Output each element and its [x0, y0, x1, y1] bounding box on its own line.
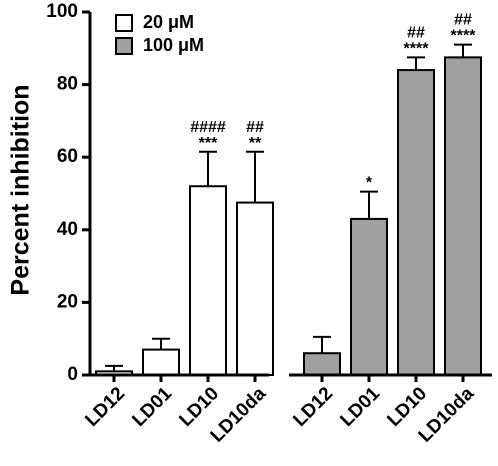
bar	[303, 352, 341, 377]
legend-swatch	[115, 37, 133, 55]
bars: ***####**##*****## ****##	[95, 12, 482, 377]
y-tick-label: 40	[57, 219, 78, 240]
bar	[189, 185, 227, 376]
significance-stars: ****	[451, 28, 477, 45]
bar	[350, 217, 388, 376]
x-tick-label: LD01	[336, 383, 384, 431]
legend-label: 100 μM	[143, 35, 204, 55]
bar	[236, 201, 274, 376]
x-tick-label: LD01	[128, 383, 176, 431]
bar	[142, 348, 180, 376]
y-tick-label: 20	[57, 291, 78, 312]
significance-hashes: ##	[407, 24, 425, 41]
significance-stars: **	[249, 135, 262, 152]
significance-stars: ****	[404, 40, 430, 57]
bar	[397, 69, 435, 377]
y-tick-label: 100	[46, 1, 78, 22]
significance-hashes: ####	[190, 119, 226, 136]
legend-swatch	[115, 14, 133, 32]
y-axis-label: Percent inhibition	[7, 84, 35, 295]
y-tick-label: 0	[67, 364, 78, 385]
significance-hashes: ##	[246, 119, 264, 136]
significance-hashes: ##	[454, 12, 472, 29]
significance-stars: *	[366, 175, 373, 192]
legend: 20 μM 100 μM	[115, 12, 204, 55]
significance-stars: ***	[199, 135, 218, 152]
y-tick-label: 60	[57, 146, 78, 167]
x-tick-label: LD12	[289, 383, 337, 431]
y-tick-label: 80	[57, 74, 78, 95]
bar	[444, 56, 482, 376]
legend-label: 20 μM	[143, 12, 194, 32]
x-tick-label: LD12	[81, 383, 129, 431]
y-axis: 0 20 40 60 80 100	[46, 1, 92, 385]
